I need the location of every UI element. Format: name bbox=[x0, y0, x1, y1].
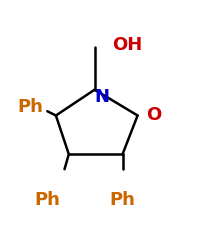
Text: O: O bbox=[146, 106, 161, 125]
Text: Ph: Ph bbox=[17, 98, 43, 116]
Text: Ph: Ph bbox=[34, 191, 60, 209]
Text: N: N bbox=[95, 88, 110, 106]
Text: Ph: Ph bbox=[110, 191, 135, 209]
Text: OH: OH bbox=[112, 36, 142, 54]
